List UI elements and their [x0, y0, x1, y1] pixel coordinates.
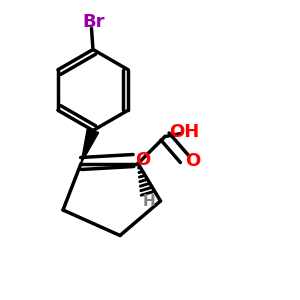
Polygon shape [81, 128, 99, 164]
Text: O: O [185, 152, 200, 170]
Text: O: O [136, 151, 151, 169]
Text: H: H [142, 194, 155, 208]
Text: OH: OH [169, 123, 200, 141]
Text: Br: Br [83, 13, 105, 31]
